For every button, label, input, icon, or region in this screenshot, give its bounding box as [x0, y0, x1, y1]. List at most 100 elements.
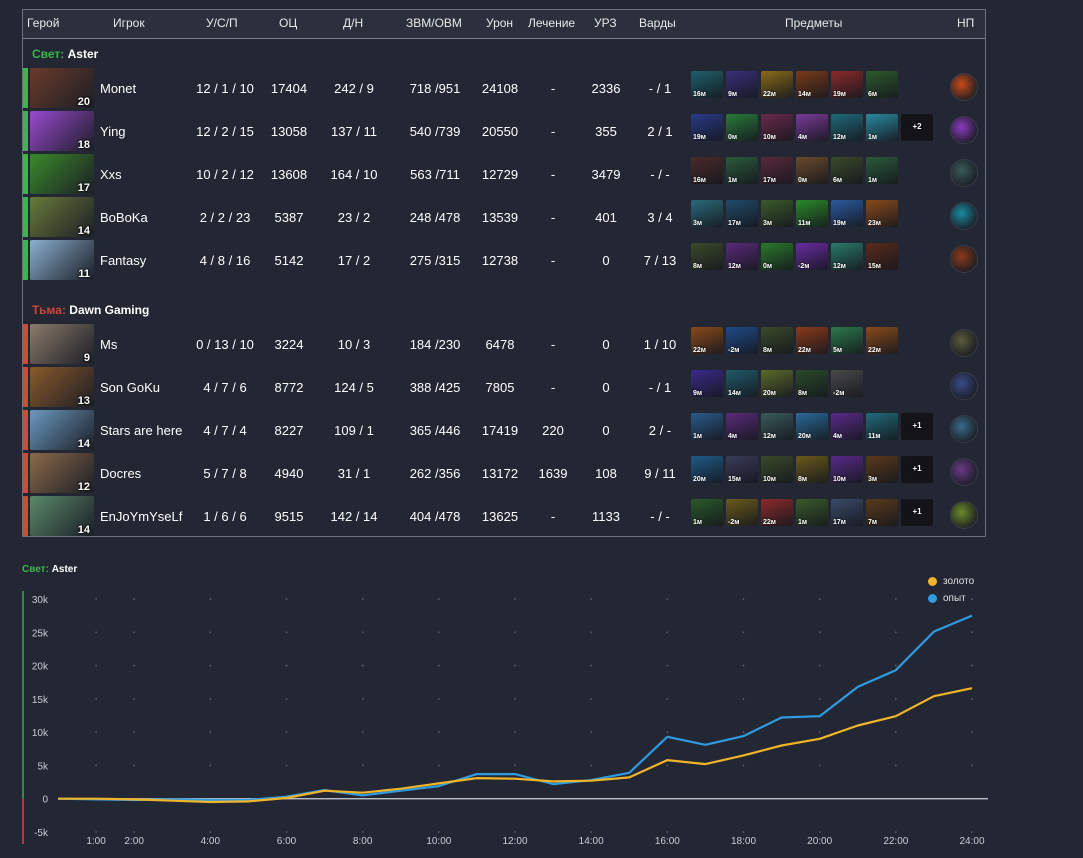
item-icon[interactable]: 6м	[831, 157, 863, 184]
item-icon[interactable]: 14м	[796, 71, 828, 98]
item-icon[interactable]: 1м	[691, 499, 723, 526]
item-icon[interactable]: 3м	[761, 200, 793, 227]
header-wards[interactable]: Варды	[639, 16, 676, 30]
player-name[interactable]: Ms	[100, 337, 118, 352]
hero-portrait[interactable]: 17	[30, 154, 94, 194]
item-icon[interactable]: 4м	[726, 413, 758, 440]
item-icon[interactable]: 10м	[761, 456, 793, 483]
radiant-team-name[interactable]: Aster	[67, 47, 99, 61]
item-icon[interactable]: 17м	[831, 499, 863, 526]
item-icon[interactable]: 16м	[691, 157, 723, 184]
player-row[interactable]: 14 Stars are here 4 / 7 / 4 8227 109 / 1 365 …	[23, 410, 985, 450]
player-row[interactable]: 18 Ying 12 / 2 / 15 13058 137 / 11 540 /739 20…	[23, 111, 985, 151]
item-icon[interactable]: 17м	[726, 200, 758, 227]
hero-portrait[interactable]: 14	[30, 410, 94, 450]
header-gpm-xpm[interactable]: ЗВМ/ОВМ	[406, 16, 462, 30]
item-icon[interactable]: 15м	[866, 243, 898, 270]
item-icon[interactable]: 16м	[691, 71, 723, 98]
item-icon[interactable]: 0м	[761, 243, 793, 270]
item-icon[interactable]: 8м	[796, 456, 828, 483]
header-lasthits-denies[interactable]: Д/Н	[343, 16, 364, 30]
player-name[interactable]: Son GoKu	[100, 380, 160, 395]
player-name[interactable]: Docres	[100, 466, 142, 481]
player-name[interactable]: Stars are here	[100, 423, 183, 438]
neutral-item-icon[interactable]	[951, 373, 977, 399]
item-icon[interactable]: 0м	[726, 114, 758, 141]
item-icon[interactable]: 4м	[831, 413, 863, 440]
item-icon[interactable]: -2м	[726, 327, 758, 354]
player-row[interactable]: 17 Xxs 10 / 2 / 12 13608 164 / 10 563 /711 127…	[23, 154, 985, 194]
item-icon[interactable]: 3м	[866, 456, 898, 483]
header-kda[interactable]: У/С/П	[206, 16, 238, 30]
item-icon[interactable]: 9м	[726, 71, 758, 98]
neutral-item-icon[interactable]	[951, 160, 977, 186]
item-icon[interactable]: 0м	[796, 157, 828, 184]
advantage-graph[interactable]: 30k 25k 20k 15k 10k 5k 0 -5k 1:00 2:00 4:00 6:00 8:0…	[0, 580, 1083, 858]
player-name[interactable]: Ying	[100, 124, 126, 139]
header-player[interactable]: Игрок	[113, 16, 145, 30]
neutral-item-icon[interactable]	[951, 74, 977, 100]
item-icon[interactable]: 1м	[726, 157, 758, 184]
player-name[interactable]: Xxs	[100, 167, 122, 182]
legend-xp[interactable]: опыт	[928, 590, 974, 607]
player-row[interactable]: 14 BoBoKa 2 / 2 / 23 5387 23 / 2 248 /478 1353…	[23, 197, 985, 237]
item-icon[interactable]: -2м	[796, 243, 828, 270]
item-icon[interactable]: 11м	[866, 413, 898, 440]
header-hero[interactable]: Герой	[27, 16, 60, 30]
more-items-badge[interactable]: +1	[901, 456, 933, 483]
item-icon[interactable]: 7м	[866, 499, 898, 526]
neutral-item-icon[interactable]	[951, 416, 977, 442]
item-icon[interactable]: 9м	[691, 370, 723, 397]
item-icon[interactable]: 20м	[796, 413, 828, 440]
neutral-item-icon[interactable]	[951, 117, 977, 143]
item-icon[interactable]: 3м	[691, 200, 723, 227]
hero-portrait[interactable]: 18	[30, 111, 94, 151]
item-icon[interactable]: 19м	[831, 200, 863, 227]
item-icon[interactable]: 19м	[691, 114, 723, 141]
item-icon[interactable]: 8м	[796, 370, 828, 397]
item-icon[interactable]: -2м	[726, 499, 758, 526]
legend-gold[interactable]: золото	[928, 573, 974, 590]
player-row[interactable]: 12 Docres 5 / 7 / 8 4940 31 / 1 262 /356 13172…	[23, 453, 985, 493]
item-icon[interactable]: 19м	[831, 71, 863, 98]
item-icon[interactable]: 8м	[761, 327, 793, 354]
more-items-badge[interactable]: +1	[901, 413, 933, 440]
item-icon[interactable]: 17м	[761, 157, 793, 184]
xp-series-line[interactable]	[57, 614, 973, 802]
item-icon[interactable]: 20м	[761, 370, 793, 397]
neutral-item-icon[interactable]	[951, 203, 977, 229]
item-icon[interactable]: -2м	[831, 370, 863, 397]
player-row[interactable]: 9 Ms 0 / 13 / 10 3224 10 / 3 184 /230 6478 - 0 1 …	[23, 324, 985, 364]
header-networth[interactable]: ОЦ	[279, 16, 298, 30]
hero-portrait[interactable]: 14	[30, 496, 94, 536]
player-name[interactable]: BoBoKa	[100, 210, 148, 225]
item-icon[interactable]: 1м	[796, 499, 828, 526]
header-building-damage[interactable]: УРЗ	[594, 16, 617, 30]
hero-portrait[interactable]: 12	[30, 453, 94, 493]
hero-portrait[interactable]: 14	[30, 197, 94, 237]
item-icon[interactable]: 14м	[726, 370, 758, 397]
item-icon[interactable]: 8м	[691, 243, 723, 270]
item-icon[interactable]: 12м	[761, 413, 793, 440]
item-icon[interactable]: 6м	[866, 71, 898, 98]
hero-portrait[interactable]: 9	[30, 324, 94, 364]
hero-portrait[interactable]: 11	[30, 240, 94, 280]
more-items-badge[interactable]: +1	[901, 499, 933, 526]
item-icon[interactable]: 10м	[761, 114, 793, 141]
hero-portrait[interactable]: 20	[30, 68, 94, 108]
hero-portrait[interactable]: 13	[30, 367, 94, 407]
gold-series-line[interactable]	[58, 687, 973, 804]
player-name[interactable]: Fantasy	[100, 253, 147, 268]
item-icon[interactable]: 4м	[796, 114, 828, 141]
item-icon[interactable]: 12м	[831, 114, 863, 141]
neutral-item-icon[interactable]	[951, 502, 977, 528]
item-icon[interactable]: 1м	[866, 157, 898, 184]
item-icon[interactable]: 23м	[866, 200, 898, 227]
dire-team-name[interactable]: Dawn Gaming	[69, 303, 150, 317]
item-icon[interactable]: 11м	[796, 200, 828, 227]
item-icon[interactable]: 22м	[761, 71, 793, 98]
item-icon[interactable]: 5м	[831, 327, 863, 354]
header-damage[interactable]: Урон	[486, 16, 514, 30]
item-icon[interactable]: 12м	[726, 243, 758, 270]
player-row[interactable]: 14 EnJoYmYseLf 1 / 6 / 6 9515 142 / 14 404 /4…	[23, 496, 985, 536]
